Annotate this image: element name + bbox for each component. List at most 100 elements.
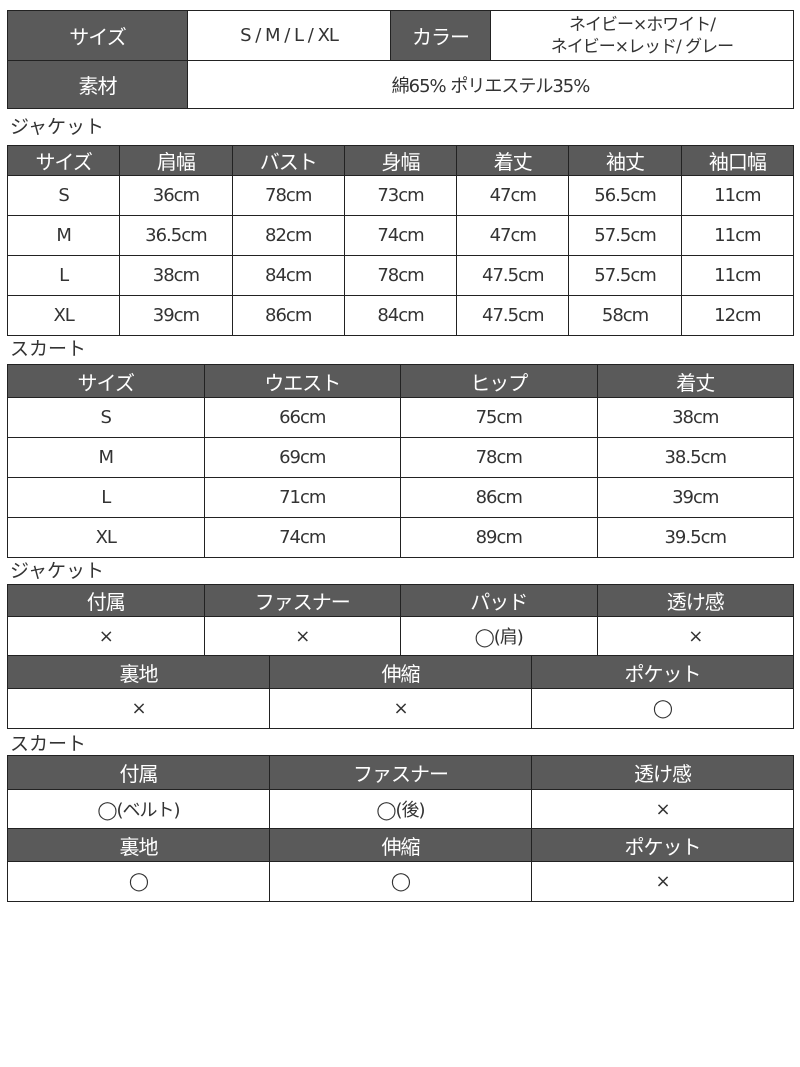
table-cell: ◯(ベルト) (7, 789, 270, 829)
table-cell: ◯(肩) (400, 616, 598, 656)
table-cell: × (7, 616, 205, 656)
table-cell: 47cm (456, 175, 570, 216)
table-cell: × (203, 616, 401, 656)
header-row: 付属 ファスナー パッド 透け感 (7, 584, 794, 617)
table-cell: 39cm (119, 295, 233, 336)
table-cell: 78cm (231, 175, 345, 216)
color-value: ネイビー×ホワイト/ネイビー×レッド/ グレー (490, 10, 794, 61)
table-cell: 39cm (596, 477, 794, 518)
table-row: S 66cm 75cm 38cm (7, 397, 794, 438)
header-row: 裏地 伸縮 ポケット (7, 828, 794, 862)
table-cell: 47.5cm (456, 255, 570, 296)
header-cell: サイズ (6, 145, 121, 176)
header-cell: ファスナー (203, 584, 401, 617)
table-cell: S (7, 397, 205, 438)
header-row: サイズ ウエスト ヒップ 着丈 (7, 364, 794, 398)
header-row: 裏地 伸縮 ポケット (7, 655, 794, 689)
table-cell: × (269, 688, 532, 729)
table-cell: 78cm (343, 255, 458, 296)
table-cell: S (6, 175, 121, 216)
header-cell: 肩幅 (119, 145, 233, 176)
table-row: L 38cm 84cm 78cm 47.5cm 57.5cm 11cm (6, 255, 795, 296)
skirt-details-table-1: 付属 ファスナー 透け感 ◯(ベルト) ◯(後) × (7, 755, 794, 829)
header-cell: 裏地 (7, 828, 270, 862)
table-cell: ◯(後) (269, 789, 532, 829)
table-row: ◯ ◯ × (7, 861, 794, 902)
table-row: M 36.5cm 82cm 74cm 47cm 57.5cm 11cm (6, 215, 795, 256)
table-cell: 86cm (400, 477, 598, 518)
table-cell: L (7, 477, 205, 518)
table-cell: 56.5cm (568, 175, 682, 216)
table-cell: 47.5cm (456, 295, 570, 336)
jacket-details-table-2: 裏地 伸縮 ポケット × × ◯ (7, 655, 794, 729)
table-cell: ◯ (7, 861, 270, 902)
table-cell: XL (6, 295, 121, 336)
color-label: カラー (390, 10, 491, 61)
skirt-details-label: スカート (10, 733, 87, 755)
table-cell: XL (7, 517, 205, 558)
table-cell: 38cm (119, 255, 233, 296)
table-cell: 89cm (400, 517, 598, 558)
header-row: 付属 ファスナー 透け感 (7, 755, 794, 790)
table-cell: × (531, 789, 794, 829)
header-cell: 付属 (7, 755, 270, 790)
table-cell: 78cm (400, 437, 598, 478)
size-value: S / M / L / XL (187, 10, 391, 61)
jacket-size-table: サイズ 肩幅 バスト 身幅 着丈 袖丈 袖口幅 S 36cm 78cm 73cm 47cm 56.5cm… (6, 145, 795, 336)
table-cell: 47cm (456, 215, 570, 256)
table-cell: 71cm (203, 477, 401, 518)
header-cell: ポケット (531, 655, 794, 689)
table-cell: 57.5cm (568, 215, 682, 256)
header-cell: サイズ (7, 364, 205, 398)
table-cell: × (531, 861, 794, 902)
table-cell: ◯ (269, 861, 532, 902)
table-cell: M (7, 437, 205, 478)
header-cell: 透け感 (596, 584, 794, 617)
table-cell: 36cm (119, 175, 233, 216)
table-row: XL 39cm 86cm 84cm 47.5cm 58cm 12cm (6, 295, 795, 336)
color-value-line1: ネイビー×ホワイト/ (569, 14, 716, 35)
table-cell: 74cm (343, 215, 458, 256)
header-cell: パッド (400, 584, 598, 617)
table-row: S 36cm 78cm 73cm 47cm 56.5cm 11cm (6, 175, 795, 216)
table-cell: × (7, 688, 270, 729)
table-row: ◯(ベルト) ◯(後) × (7, 789, 794, 829)
table-cell: 69cm (203, 437, 401, 478)
header-cell: ポケット (531, 828, 794, 862)
header-cell: 伸縮 (269, 655, 532, 689)
table-cell: 66cm (203, 397, 401, 438)
table-cell: 38.5cm (596, 437, 794, 478)
skirt-details-table-2: 裏地 伸縮 ポケット ◯ ◯ × (7, 828, 794, 902)
table-cell: ◯ (531, 688, 794, 729)
table-cell: 11cm (680, 255, 795, 296)
table-row: XL 74cm 89cm 39.5cm (7, 517, 794, 558)
table-cell: 58cm (568, 295, 682, 336)
header-cell: 着丈 (596, 364, 794, 398)
size-label: サイズ (7, 10, 188, 61)
table-cell: 84cm (231, 255, 345, 296)
table-cell: 84cm (343, 295, 458, 336)
header-cell: ウエスト (203, 364, 401, 398)
table-cell: 11cm (680, 175, 795, 216)
table-cell: M (6, 215, 121, 256)
summary-table: サイズ S / M / L / XL カラー ネイビー×ホワイト/ネイビー×レッ… (7, 10, 794, 109)
table-row: L 71cm 86cm 39cm (7, 477, 794, 518)
table-row: M 69cm 78cm 38.5cm (7, 437, 794, 478)
skirt-size-label: スカート (10, 338, 87, 360)
header-cell: 透け感 (531, 755, 794, 790)
header-cell: バスト (231, 145, 345, 176)
header-cell: 着丈 (456, 145, 570, 176)
table-cell: 12cm (680, 295, 795, 336)
header-cell: 付属 (7, 584, 205, 617)
table-cell: 86cm (231, 295, 345, 336)
table-cell: 39.5cm (596, 517, 794, 558)
jacket-details-table-1: 付属 ファスナー パッド 透け感 × × ◯(肩) × (7, 584, 794, 656)
material-label: 素材 (7, 60, 188, 109)
table-cell: L (6, 255, 121, 296)
jacket-details-label: ジャケット (10, 560, 105, 582)
table-cell: × (596, 616, 794, 656)
table-row: × × ◯ (7, 688, 794, 729)
header-cell: 身幅 (343, 145, 458, 176)
header-cell: 伸縮 (269, 828, 532, 862)
header-cell: 袖丈 (568, 145, 682, 176)
